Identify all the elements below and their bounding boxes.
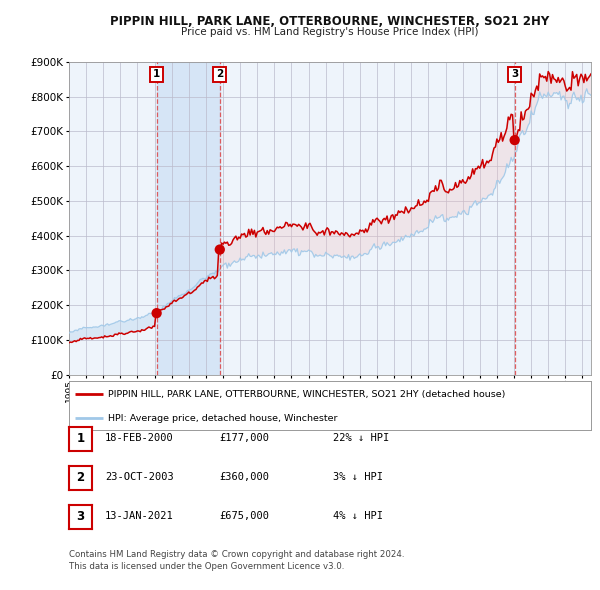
- Text: 1: 1: [76, 432, 85, 445]
- Text: PIPPIN HILL, PARK LANE, OTTERBOURNE, WINCHESTER, SO21 2HY: PIPPIN HILL, PARK LANE, OTTERBOURNE, WIN…: [110, 15, 550, 28]
- Point: [510, 136, 520, 145]
- Text: This data is licensed under the Open Government Licence v3.0.: This data is licensed under the Open Gov…: [69, 562, 344, 571]
- Bar: [157, 62, 220, 375]
- Text: PIPPIN HILL, PARK LANE, OTTERBOURNE, WINCHESTER, SO21 2HY (detached house): PIPPIN HILL, PARK LANE, OTTERBOURNE, WIN…: [108, 390, 506, 399]
- Text: Price paid vs. HM Land Registry's House Price Index (HPI): Price paid vs. HM Land Registry's House …: [181, 27, 479, 37]
- Text: £675,000: £675,000: [219, 511, 269, 520]
- Point: [152, 309, 161, 318]
- Text: 3% ↓ HPI: 3% ↓ HPI: [333, 472, 383, 481]
- Text: 3: 3: [76, 510, 85, 523]
- Text: 18-FEB-2000: 18-FEB-2000: [105, 433, 174, 442]
- Text: 1: 1: [153, 70, 160, 80]
- Text: 2: 2: [216, 70, 223, 80]
- Text: 2: 2: [76, 471, 85, 484]
- Text: 13-JAN-2021: 13-JAN-2021: [105, 511, 174, 520]
- Text: £360,000: £360,000: [219, 472, 269, 481]
- Text: £177,000: £177,000: [219, 433, 269, 442]
- Text: 4% ↓ HPI: 4% ↓ HPI: [333, 511, 383, 520]
- Text: HPI: Average price, detached house, Winchester: HPI: Average price, detached house, Winc…: [108, 414, 338, 423]
- Point: [215, 245, 224, 254]
- Text: Contains HM Land Registry data © Crown copyright and database right 2024.: Contains HM Land Registry data © Crown c…: [69, 550, 404, 559]
- Text: 23-OCT-2003: 23-OCT-2003: [105, 472, 174, 481]
- Text: 3: 3: [511, 70, 518, 80]
- Text: 22% ↓ HPI: 22% ↓ HPI: [333, 433, 389, 442]
